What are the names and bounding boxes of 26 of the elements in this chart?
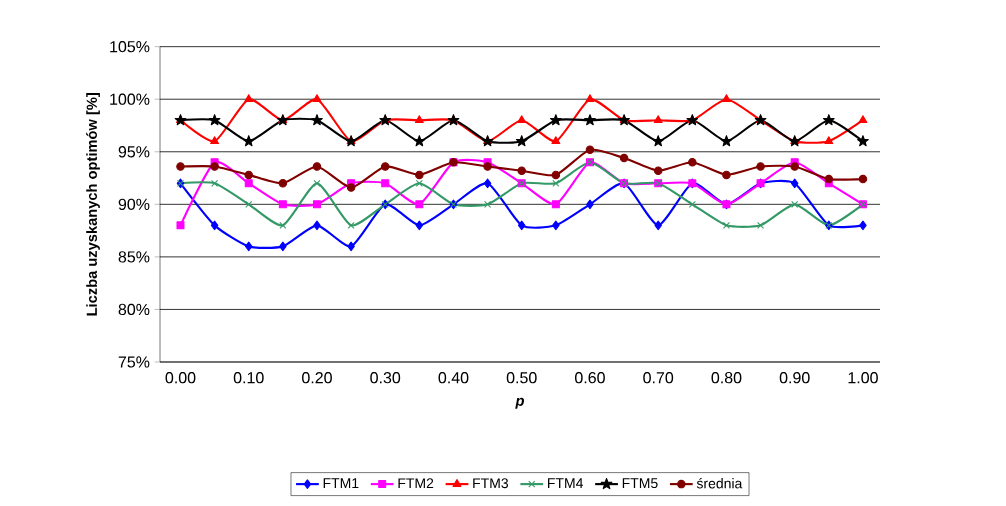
x-tick-label: 0.40 xyxy=(438,372,469,384)
legend-label: FTM2 xyxy=(398,478,434,488)
x-tick-label: 0.00 xyxy=(165,372,196,384)
x-tick-label: 0.90 xyxy=(779,372,810,384)
legend-label: średnia xyxy=(696,477,743,489)
x-axis-title: p xyxy=(515,397,525,409)
x-tick-label: 0.20 xyxy=(302,372,332,384)
y-tick-label: 100% xyxy=(110,93,150,105)
legend-label: FTM1 xyxy=(323,478,359,488)
x-tick-label: 0.70 xyxy=(643,372,674,384)
y-tick-label: 85% xyxy=(118,251,150,263)
x-tick-label: 0.60 xyxy=(575,372,605,384)
legend-label: FTM3 xyxy=(473,478,509,489)
legend-label: FTM4 xyxy=(548,478,584,488)
y-axis-title: Liczba uzyskanych optimów [%] xyxy=(86,93,100,316)
legend-label: FTM5 xyxy=(622,478,658,489)
y-tick-label: 95% xyxy=(118,146,150,158)
x-tick-label: 0.30 xyxy=(370,372,401,384)
x-tick-label: 1.00 xyxy=(848,372,878,384)
x-tick-label: 0.50 xyxy=(506,372,537,384)
y-tick-label: 105% xyxy=(110,41,150,53)
y-tick-label: 80% xyxy=(118,303,150,316)
x-tick-label: 0.80 xyxy=(711,372,742,384)
y-tick-label: 90% xyxy=(118,198,150,210)
y-tick-label: 75% xyxy=(118,356,150,368)
x-tick-label: 0.10 xyxy=(233,372,264,384)
